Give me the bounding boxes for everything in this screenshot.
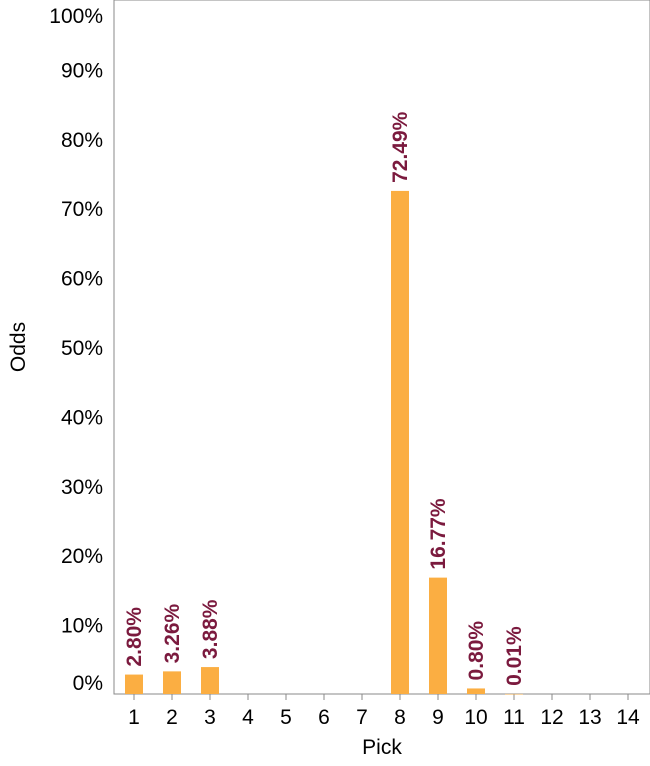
y-tick-label: 30% <box>61 476 103 499</box>
y-tick-label: 90% <box>61 59 103 82</box>
bar <box>505 693 523 695</box>
bar <box>163 671 181 694</box>
y-tick-label: 80% <box>61 129 103 152</box>
data-label: 0.80% <box>465 621 488 681</box>
x-tick-label: 10 <box>464 706 487 729</box>
bar <box>125 674 143 694</box>
bar <box>467 688 485 694</box>
y-axis: 0% 10% 20% 30% 40% 50% 60% 70% 80% 90% 100% <box>49 5 103 695</box>
x-tick-label: 8 <box>394 706 406 729</box>
bar <box>429 577 447 694</box>
x-tick-label: 4 <box>242 706 254 729</box>
x-axis-title: Pick <box>362 736 402 759</box>
y-tick-label: 70% <box>61 198 103 221</box>
data-labels: 2.80% 3.26% 3.88% 72.49% 16.77% 0.80% 0.01% <box>123 111 526 686</box>
data-label: 0.01% <box>503 626 526 686</box>
bars <box>125 190 523 695</box>
y-tick-label: 20% <box>61 545 103 568</box>
bar <box>391 190 409 694</box>
plot-frame <box>113 0 650 695</box>
data-label: 72.49% <box>389 111 412 183</box>
data-label: 3.88% <box>199 599 222 659</box>
x-tick-label: 5 <box>280 706 292 729</box>
y-tick-label: 100% <box>49 5 103 28</box>
x-tick-label: 6 <box>318 706 330 729</box>
y-tick-label: 40% <box>61 406 103 429</box>
x-tick-label: 2 <box>166 706 178 729</box>
y-tick-label: 10% <box>61 615 103 638</box>
data-label: 2.80% <box>123 607 146 667</box>
x-tick-label: 9 <box>432 706 444 729</box>
data-label: 16.77% <box>427 498 450 570</box>
x-tick-label: 1 <box>128 706 140 729</box>
x-tick-label: 7 <box>356 706 368 729</box>
x-tick-label: 13 <box>578 706 601 729</box>
x-tick-label: 3 <box>204 706 216 729</box>
y-tick-label: 50% <box>61 337 103 360</box>
y-tick-label: 0% <box>73 672 103 695</box>
x-axis: 1 2 3 4 5 6 7 8 9 10 11 12 13 14 <box>128 694 640 729</box>
bar <box>201 667 219 694</box>
y-tick-label: 60% <box>61 268 103 291</box>
x-tick-label: 12 <box>540 706 563 729</box>
data-label: 3.26% <box>161 604 184 664</box>
y-axis-title: Odds <box>7 322 30 372</box>
x-tick-label: 11 <box>503 706 525 729</box>
x-tick-label: 14 <box>616 706 640 729</box>
